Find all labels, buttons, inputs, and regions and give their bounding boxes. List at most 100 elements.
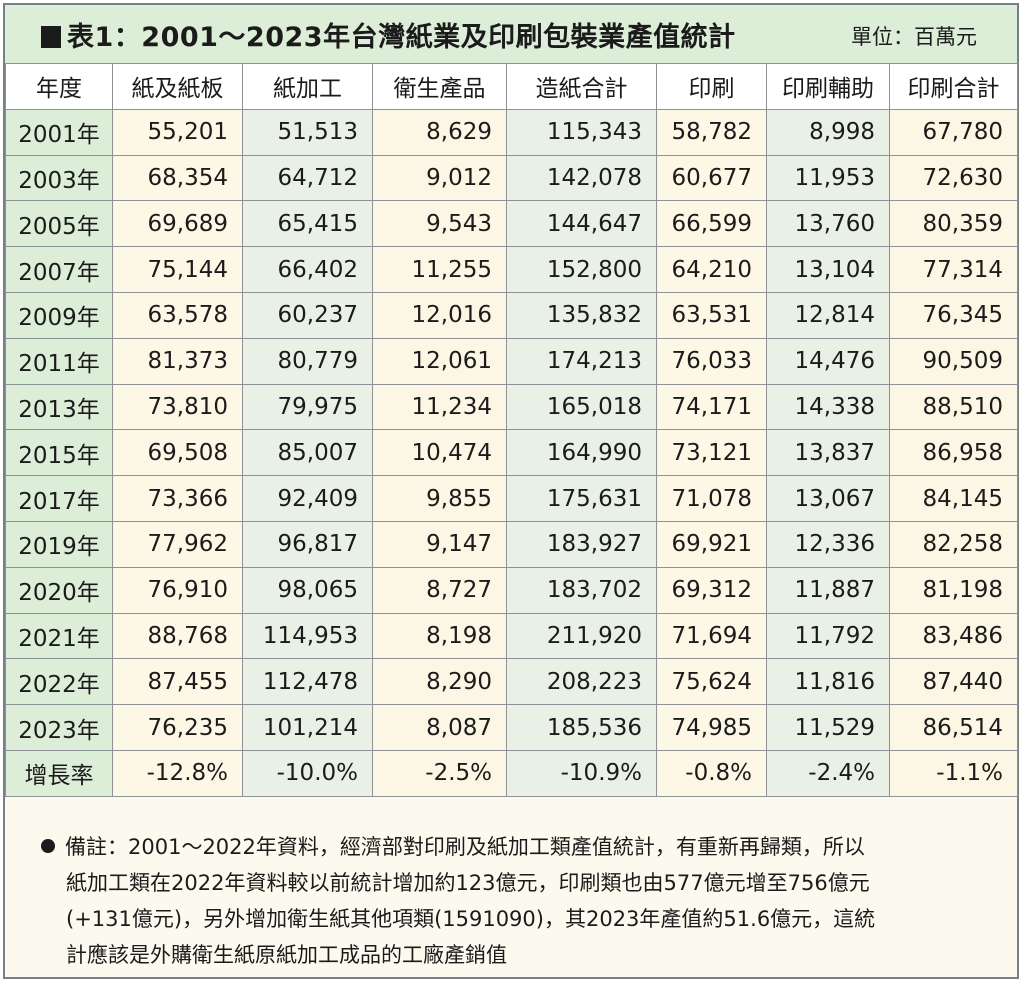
table-cell: -10.9% [506, 749, 657, 797]
table-cell: 11,255 [372, 246, 507, 293]
footnote: 備註：2001～2022年資料，經濟部對印刷及紙加工類產值統計，有重新再歸類，所… [41, 829, 991, 973]
table-cell: 8,998 [766, 108, 890, 156]
table-cell: 65,415 [242, 200, 373, 248]
table-cell: 92,409 [242, 475, 373, 522]
table-cell: 87,455 [112, 658, 243, 706]
table-cell: 76,345 [889, 291, 1018, 339]
table-cell: 71,078 [656, 475, 767, 522]
table-cell: 13,760 [766, 200, 890, 248]
table-cell: 211,920 [506, 612, 657, 660]
table-row: 2007年 75,144 66,402 11,255 152,800 64,210 13,1… [5, 246, 1018, 293]
column-header: 年度 [5, 63, 113, 110]
table-cell: 77,314 [889, 246, 1018, 293]
row-label: 2020年 [5, 566, 113, 614]
row-label: 2023年 [5, 704, 113, 751]
row-label: 2022年 [5, 658, 113, 706]
table-cell: 75,144 [112, 246, 243, 293]
table-cell: 80,779 [242, 337, 373, 385]
row-label: 2013年 [5, 383, 113, 431]
table-row: 增長率 -12.8% -10.0% -2.5% -10.9% -0.8% -2.4% -1.1… [5, 749, 1018, 797]
table-cell: 208,223 [506, 658, 657, 706]
table-cell: 101,214 [242, 704, 373, 751]
square-bullet-icon [41, 26, 61, 48]
table-cell: 86,514 [889, 704, 1018, 751]
table-title: 表1：2001～2023年台灣紙業及印刷包裝業產值統計 [41, 15, 736, 54]
table-cell: 86,958 [889, 429, 1018, 477]
table-cell: 58,782 [656, 108, 767, 156]
table-cell: 79,975 [242, 383, 373, 431]
table-cell: 165,018 [506, 383, 657, 431]
table-cell: 142,078 [506, 154, 657, 202]
table-cell: 13,067 [766, 475, 890, 522]
table-cell: 55,201 [112, 108, 243, 156]
table-cell: 69,689 [112, 200, 243, 248]
table-row: 2009年 63,578 60,237 12,016 135,832 63,531 12,8… [5, 291, 1018, 339]
table-cell: 66,402 [242, 246, 373, 293]
table-cell: -2.4% [766, 749, 890, 797]
table-cell: 12,016 [372, 291, 507, 339]
table-cell: 12,061 [372, 337, 507, 385]
table-cell: 11,792 [766, 612, 890, 660]
table-cell: 11,953 [766, 154, 890, 202]
table-cell: 51,513 [242, 108, 373, 156]
table-row: 2020年 76,910 98,065 8,727 183,702 69,312 11,88… [5, 566, 1018, 614]
table-cell: 76,235 [112, 704, 243, 751]
table-cell: 84,145 [889, 475, 1018, 522]
table-row: 2023年 76,235 101,214 8,087 185,536 74,985 11,5… [5, 704, 1018, 751]
table-row: 2015年 69,508 85,007 10,474 164,990 73,121 13,8… [5, 429, 1018, 477]
table-cell: 12,336 [766, 520, 890, 568]
table-cell: 66,599 [656, 200, 767, 248]
table-cell: 73,810 [112, 383, 243, 431]
table-cell: 85,007 [242, 429, 373, 477]
table-cell: 8,727 [372, 566, 507, 614]
column-header: 印刷輔助 [766, 63, 890, 110]
table-cell: 74,171 [656, 383, 767, 431]
table-cell: 9,147 [372, 520, 507, 568]
footnote-line: (+131億元)，另外增加衛生紙其他項類(1591090)，其2023年產值約5… [66, 907, 876, 931]
row-label: 2007年 [5, 246, 113, 293]
table-cell: 12,814 [766, 291, 890, 339]
footnote-line: 計應該是外購衛生紙原紙加工成品的工廠產銷值 [66, 943, 507, 967]
table-cell: 60,237 [242, 291, 373, 339]
table-cell: -2.5% [372, 749, 507, 797]
table-row: 2017年 73,366 92,409 9,855 175,631 71,078 13,06… [5, 475, 1018, 522]
table-cell: 76,033 [656, 337, 767, 385]
table-cell: 164,990 [506, 429, 657, 477]
table-cell: 69,921 [656, 520, 767, 568]
table-cell: 11,816 [766, 658, 890, 706]
table-cell: 8,087 [372, 704, 507, 751]
table-cell: 68,354 [112, 154, 243, 202]
footnote-line: 紙加工類在2022年資料較以前統計增加約123億元，印刷類也由577億元增至75… [66, 871, 870, 895]
table-cell: 96,817 [242, 520, 373, 568]
row-label: 2009年 [5, 291, 113, 339]
row-label: 2019年 [5, 520, 113, 568]
table-cell: 87,440 [889, 658, 1018, 706]
column-header: 衛生產品 [372, 63, 507, 110]
column-header: 印刷 [656, 63, 767, 110]
column-header: 造紙合計 [506, 63, 657, 110]
table-cell: 77,962 [112, 520, 243, 568]
row-label: 2001年 [5, 108, 113, 156]
table-cell: 80,359 [889, 200, 1018, 248]
table-cell: 8,198 [372, 612, 507, 660]
table-cell: 8,629 [372, 108, 507, 156]
table-cell: 13,837 [766, 429, 890, 477]
table-cell: 9,855 [372, 475, 507, 522]
table-cell: 81,198 [889, 566, 1018, 614]
table-row: 2022年 87,455 112,478 8,290 208,223 75,624 11,8… [5, 658, 1018, 706]
table-cell: 63,531 [656, 291, 767, 339]
table-cell: 64,210 [656, 246, 767, 293]
unit-label: 單位：百萬元 [851, 25, 977, 49]
table-cell: 114,953 [242, 612, 373, 660]
table-cell: 72,630 [889, 154, 1018, 202]
column-header: 紙及紙板 [112, 63, 243, 110]
table-cell: 64,712 [242, 154, 373, 202]
table-panel: 表1：2001～2023年台灣紙業及印刷包裝業產值統計 單位：百萬元 年度 紙及… [3, 3, 1019, 979]
table-cell: 11,234 [372, 383, 507, 431]
row-label: 2005年 [5, 200, 113, 248]
table-cell: 67,780 [889, 108, 1018, 156]
table-cell: 81,373 [112, 337, 243, 385]
table-cell: 74,985 [656, 704, 767, 751]
data-table: 年度 紙及紙板 紙加工 衛生產品 造紙合計 印刷 印刷輔助 印刷合計 2001年… [5, 63, 1018, 797]
table-cell: 98,065 [242, 566, 373, 614]
